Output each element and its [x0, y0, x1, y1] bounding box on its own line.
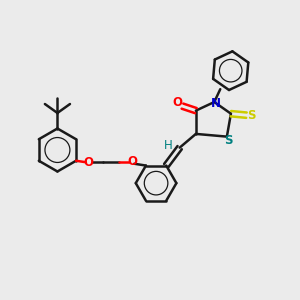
Text: O: O [173, 96, 183, 109]
Text: N: N [211, 97, 220, 110]
Text: H: H [164, 139, 173, 152]
Text: S: S [224, 134, 232, 147]
Text: S: S [248, 109, 256, 122]
Text: O: O [84, 156, 94, 169]
Text: O: O [128, 155, 137, 168]
